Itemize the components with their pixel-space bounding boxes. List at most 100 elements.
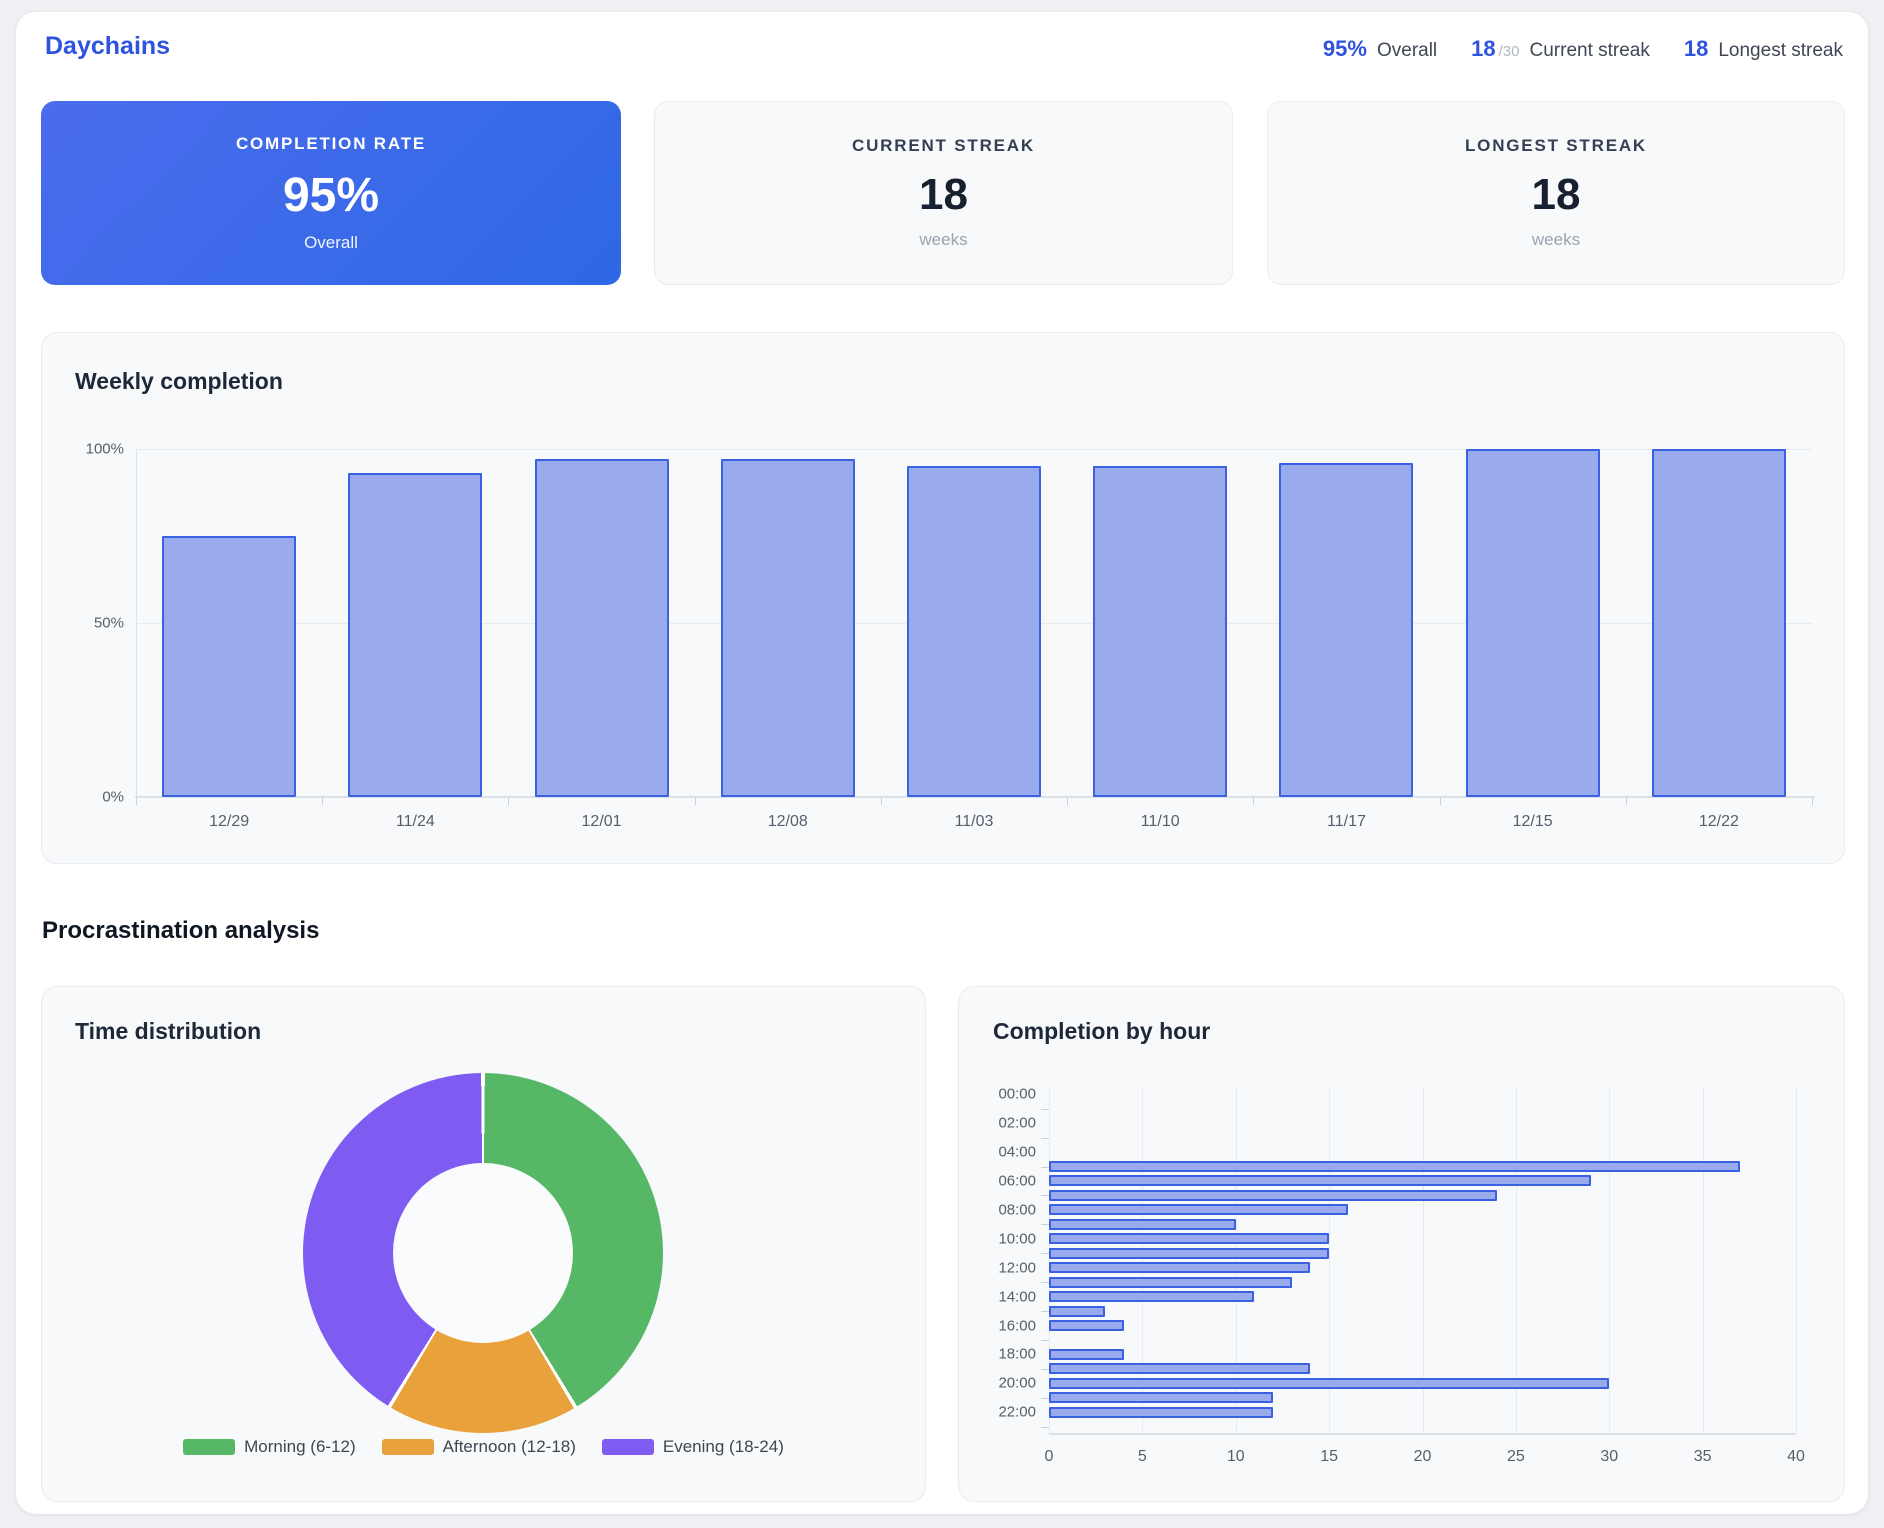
y-tick-label: 50% <box>93 614 124 632</box>
hour-bar <box>1049 1233 1329 1244</box>
time-distribution-title: Time distribution <box>75 1018 262 1044</box>
header-stats: 95% Overall 18 /30 Current streak 18 Lon… <box>1323 36 1843 62</box>
hour-tick-label: 20:00 <box>998 1374 1036 1392</box>
weekly-bar <box>348 473 482 797</box>
hour-tick-label: 04:00 <box>998 1143 1036 1161</box>
x-tick-label: 25 <box>1506 1448 1525 1465</box>
hour-bar <box>1049 1349 1124 1360</box>
longest-streak-card-caption: weeks <box>1531 230 1581 249</box>
hour-tick-label: 22:00 <box>998 1403 1036 1421</box>
hour-bar <box>1049 1175 1591 1186</box>
x-axis-tick <box>1440 797 1441 805</box>
weekly-x-axis: 12/29 11/24 12/01 12/08 11/03 11/10 11/17 12/15… <box>136 813 1812 837</box>
x-tick-label: 11/10 <box>1140 813 1180 830</box>
completion-rate-caption: Overall <box>304 232 358 252</box>
y-axis-tick <box>1041 1369 1049 1370</box>
gridline-vertical <box>1796 1087 1797 1434</box>
hour-bar <box>1049 1320 1124 1331</box>
longest-streak-value: 18 <box>1683 36 1709 61</box>
hour-bar <box>1049 1190 1497 1201</box>
gridline-vertical <box>1703 1087 1704 1434</box>
weekly-bar <box>535 459 669 797</box>
weekly-bar <box>1279 463 1413 797</box>
y-tick-label: 0% <box>102 788 124 806</box>
x-axis-tick <box>1626 797 1627 805</box>
x-tick-label: 12/08 <box>767 813 808 830</box>
weekly-bar <box>1652 449 1786 797</box>
donut-legend: Morning (6-12) Afternoon (12-18) Evening (… <box>41 1437 926 1457</box>
hour-bar <box>1049 1378 1609 1389</box>
x-tick-label: 40 <box>1787 1448 1805 1465</box>
section-title: Procrastination analysis <box>42 917 320 944</box>
overall-stat: 95% Overall <box>1323 36 1437 62</box>
x-tick-label: 0 <box>1044 1448 1054 1465</box>
x-axis-tick <box>1067 797 1068 805</box>
gridline-vertical <box>1609 1087 1610 1434</box>
current-streak-card-caption: weeks <box>919 230 968 249</box>
gridline-vertical <box>1049 1087 1050 1434</box>
longest-streak-card-value: 18 <box>1531 170 1581 219</box>
completion-rate-card: COMPLETION RATE 95% Overall <box>41 101 621 285</box>
hour-bar <box>1049 1262 1310 1273</box>
hour-tick-label: 00:00 <box>998 1085 1036 1103</box>
longest-streak-card-title: LONGEST STREAK <box>1465 136 1647 155</box>
legend-label: Afternoon (12-18) <box>442 1437 576 1456</box>
x-axis-line <box>135 796 1815 798</box>
longest-streak-label: Longest streak <box>1718 40 1843 61</box>
gridline-100pct <box>136 449 1812 450</box>
y-axis-tick <box>1041 1195 1049 1196</box>
hour-tick-label: 12:00 <box>998 1259 1036 1277</box>
completion-rate-title: COMPLETION RATE <box>235 133 427 153</box>
legend-swatch-afternoon <box>381 1439 434 1455</box>
y-axis-tick <box>1041 1398 1049 1399</box>
current-streak-value: 18 <box>1471 36 1496 61</box>
hour-tick-label: 18:00 <box>998 1345 1036 1363</box>
gridline-vertical <box>1329 1087 1330 1434</box>
hour-bar <box>1049 1219 1236 1230</box>
hour-bar <box>1049 1204 1348 1215</box>
current-streak-card-value: 18 <box>919 170 968 219</box>
y-axis-tick <box>1041 1340 1049 1341</box>
y-axis-tick <box>1041 1282 1049 1283</box>
hour-x-axis: 0 5 10 15 20 25 30 35 40 <box>1045 1448 1805 1470</box>
y-axis-line <box>136 449 137 797</box>
x-tick-label: 11/17 <box>1327 813 1366 830</box>
x-axis-tick <box>136 797 137 805</box>
y-axis-tick <box>1041 1109 1049 1110</box>
hour-bar <box>1049 1277 1292 1288</box>
hour-bar <box>1049 1161 1740 1172</box>
overall-stat-value: 95% <box>1322 36 1367 61</box>
x-tick-label: 12/01 <box>581 813 622 830</box>
weekly-bar <box>721 459 855 797</box>
completion-by-hour-title: Completion by hour <box>993 1018 1211 1044</box>
x-tick-label: 10 <box>1226 1448 1245 1465</box>
y-axis-tick <box>1041 1224 1049 1225</box>
longest-streak-stat: 18 Longest streak <box>1684 36 1843 62</box>
legend-item: Afternoon (12-18) <box>381 1437 576 1457</box>
y-axis-tick <box>1041 1253 1049 1254</box>
weekly-chart-plot <box>135 449 1815 805</box>
x-tick-label: 11/24 <box>395 813 435 830</box>
gridline-vertical <box>1142 1087 1143 1434</box>
x-tick-label: 5 <box>1137 1448 1147 1465</box>
legend-item: Morning (6-12) <box>183 1437 356 1457</box>
hour-bar <box>1049 1392 1273 1403</box>
hour-bar <box>1049 1407 1273 1418</box>
legend-label: Morning (6-12) <box>244 1437 356 1456</box>
x-tick-label: 35 <box>1693 1448 1712 1465</box>
x-tick-label: 11/03 <box>954 813 994 830</box>
hour-tick-label: 16:00 <box>998 1317 1036 1335</box>
gridline-vertical <box>1516 1087 1517 1434</box>
x-tick-label: 30 <box>1600 1448 1619 1465</box>
legend-item: Evening (18-24) <box>601 1437 784 1457</box>
completion-rate-value: 95% <box>282 168 380 222</box>
current-streak-label: Current streak <box>1529 40 1650 61</box>
y-tick-label: 100% <box>85 440 124 458</box>
hour-bar <box>1049 1306 1105 1317</box>
weekly-bar <box>907 466 1041 797</box>
x-axis-tick <box>508 797 509 805</box>
legend-swatch-evening <box>601 1439 654 1455</box>
weekly-completion-title: Weekly completion <box>75 368 283 394</box>
x-tick-label: 12/15 <box>1512 813 1553 830</box>
x-axis-tick <box>1253 797 1254 805</box>
